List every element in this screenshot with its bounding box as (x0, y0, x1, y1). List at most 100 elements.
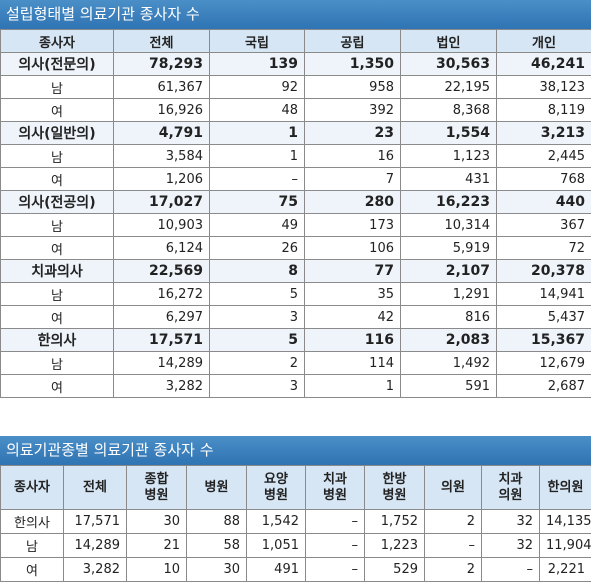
row-label: 여 (0, 98, 114, 122)
table-cell: 440 (496, 190, 591, 214)
table-cell: 958 (304, 75, 401, 99)
table-cell: 30,563 (400, 52, 497, 76)
row-label: 남 (0, 282, 114, 306)
table-cell: 78,293 (113, 52, 210, 76)
table-cell: 49 (209, 213, 305, 237)
table-row: 남 16,272 5 35 1,291 14,941 (0, 282, 591, 306)
column-header: 치과 병원 (305, 465, 365, 510)
column-header: 국립 (209, 29, 305, 53)
table-cell: 17,027 (113, 190, 210, 214)
row-label: 한의사 (0, 509, 64, 534)
section1-title: 설립형태별 의료기관 종사자 수 (0, 0, 591, 29)
table-cell: 16,272 (113, 282, 210, 306)
table-cell: 2 (424, 509, 482, 534)
table-cell: 15,367 (496, 328, 591, 352)
table-cell: 1,291 (400, 282, 497, 306)
table-cell: 20,378 (496, 259, 591, 283)
row-label: 여 (0, 236, 114, 260)
row-label: 남 (0, 351, 114, 375)
table-cell: 14,289 (63, 533, 127, 558)
table-cell: 1,051 (246, 533, 306, 558)
table-cell: 5 (209, 328, 305, 352)
table-cell: 46,241 (496, 52, 591, 76)
table-cell: – (209, 167, 305, 191)
table-row: 한의사 17,571 30 88 1,542–1,752 2 32 14,135 (0, 509, 591, 534)
table-cell: 16,926 (113, 98, 210, 122)
table-cell: – (305, 533, 365, 558)
table-cell: 1,492 (400, 351, 497, 375)
table-cell: 77 (304, 259, 401, 283)
column-header: 병원 (186, 465, 247, 510)
table-cell: 3,213 (496, 121, 591, 145)
table-cell: 431 (400, 167, 497, 191)
row-label: 치과의사 (0, 259, 114, 283)
table-cell: 8,368 (400, 98, 497, 122)
table-cell: 6,124 (113, 236, 210, 260)
table-row: 여 3,282 10 30 491–529 2–2,221 (0, 557, 591, 582)
table-cell: 114 (304, 351, 401, 375)
table-cell: 48 (209, 98, 305, 122)
table-cell: 591 (400, 374, 497, 398)
table-cell: 139 (209, 52, 305, 76)
table-cell: 2,107 (400, 259, 497, 283)
table-cell: 1,123 (400, 144, 497, 168)
table-cell: 2 (209, 351, 305, 375)
table-cell: 8,119 (496, 98, 591, 122)
group-row: 한의사 17,571 5 116 2,083 15,367 (0, 328, 591, 352)
table-cell: 58 (186, 533, 247, 558)
table-cell: 3,584 (113, 144, 210, 168)
table-cell: 14,135 (539, 509, 591, 534)
table-cell: 14,289 (113, 351, 210, 375)
table-cell: 3 (209, 305, 305, 329)
table-row: 남 3,584 1 16 1,123 2,445 (0, 144, 591, 168)
table-cell: – (424, 533, 482, 558)
row-label: 남 (0, 75, 114, 99)
table-cell: 173 (304, 213, 401, 237)
column-header: 개인 (496, 29, 591, 53)
table-cell: 23 (304, 121, 401, 145)
table-cell: 116 (304, 328, 401, 352)
table-cell: 3 (209, 374, 305, 398)
table-cell: 2,445 (496, 144, 591, 168)
table-cell: 10 (126, 557, 187, 582)
table-cell: 1,542 (246, 509, 306, 534)
table-cell: 2 (424, 557, 482, 582)
table-cell: 17,571 (63, 509, 127, 534)
row-label: 남 (0, 533, 64, 558)
table-cell: 14,941 (496, 282, 591, 306)
table-cell: 61,367 (113, 75, 210, 99)
table-cell: 26 (209, 236, 305, 260)
table-cell: 2,687 (496, 374, 591, 398)
column-header: 종사자 (0, 465, 64, 510)
table-cell: 392 (304, 98, 401, 122)
table-cell: 10,314 (400, 213, 497, 237)
table-row: 여 16,926 48 392 8,368 8,119 (0, 98, 591, 122)
table-cell: 11,904 (539, 533, 591, 558)
group-row: 의사(전문의) 78,293 139 1,350 30,563 46,241 (0, 52, 591, 76)
row-label: 남 (0, 144, 114, 168)
table-cell: 529 (364, 557, 425, 582)
row-label: 의사(전공의) (0, 190, 114, 214)
table-cell: – (481, 557, 540, 582)
table-cell: 75 (209, 190, 305, 214)
section2-title: 의료기관종별 의료기관 종사자 수 (0, 436, 591, 465)
row-label: 한의사 (0, 328, 114, 352)
column-header: 종합 병원 (126, 465, 187, 510)
table-cell: 92 (209, 75, 305, 99)
table-row: 남 10,903 49 173 10,314 367 (0, 213, 591, 237)
column-header: 전체 (63, 465, 127, 510)
table-cell: – (305, 557, 365, 582)
table-cell: 17,571 (113, 328, 210, 352)
table-cell: 21 (126, 533, 187, 558)
table-cell: 367 (496, 213, 591, 237)
table-cell: 72 (496, 236, 591, 260)
table-row: 여 6,124 26 106 5,919 72 (0, 236, 591, 260)
table-cell: 5,437 (496, 305, 591, 329)
table-cell: 1 (304, 374, 401, 398)
table-cell: 3,282 (63, 557, 127, 582)
row-label: 의사(일반의) (0, 121, 114, 145)
table-cell: 816 (400, 305, 497, 329)
table-cell: 10,903 (113, 213, 210, 237)
row-label: 여 (0, 557, 64, 582)
table-cell: 280 (304, 190, 401, 214)
